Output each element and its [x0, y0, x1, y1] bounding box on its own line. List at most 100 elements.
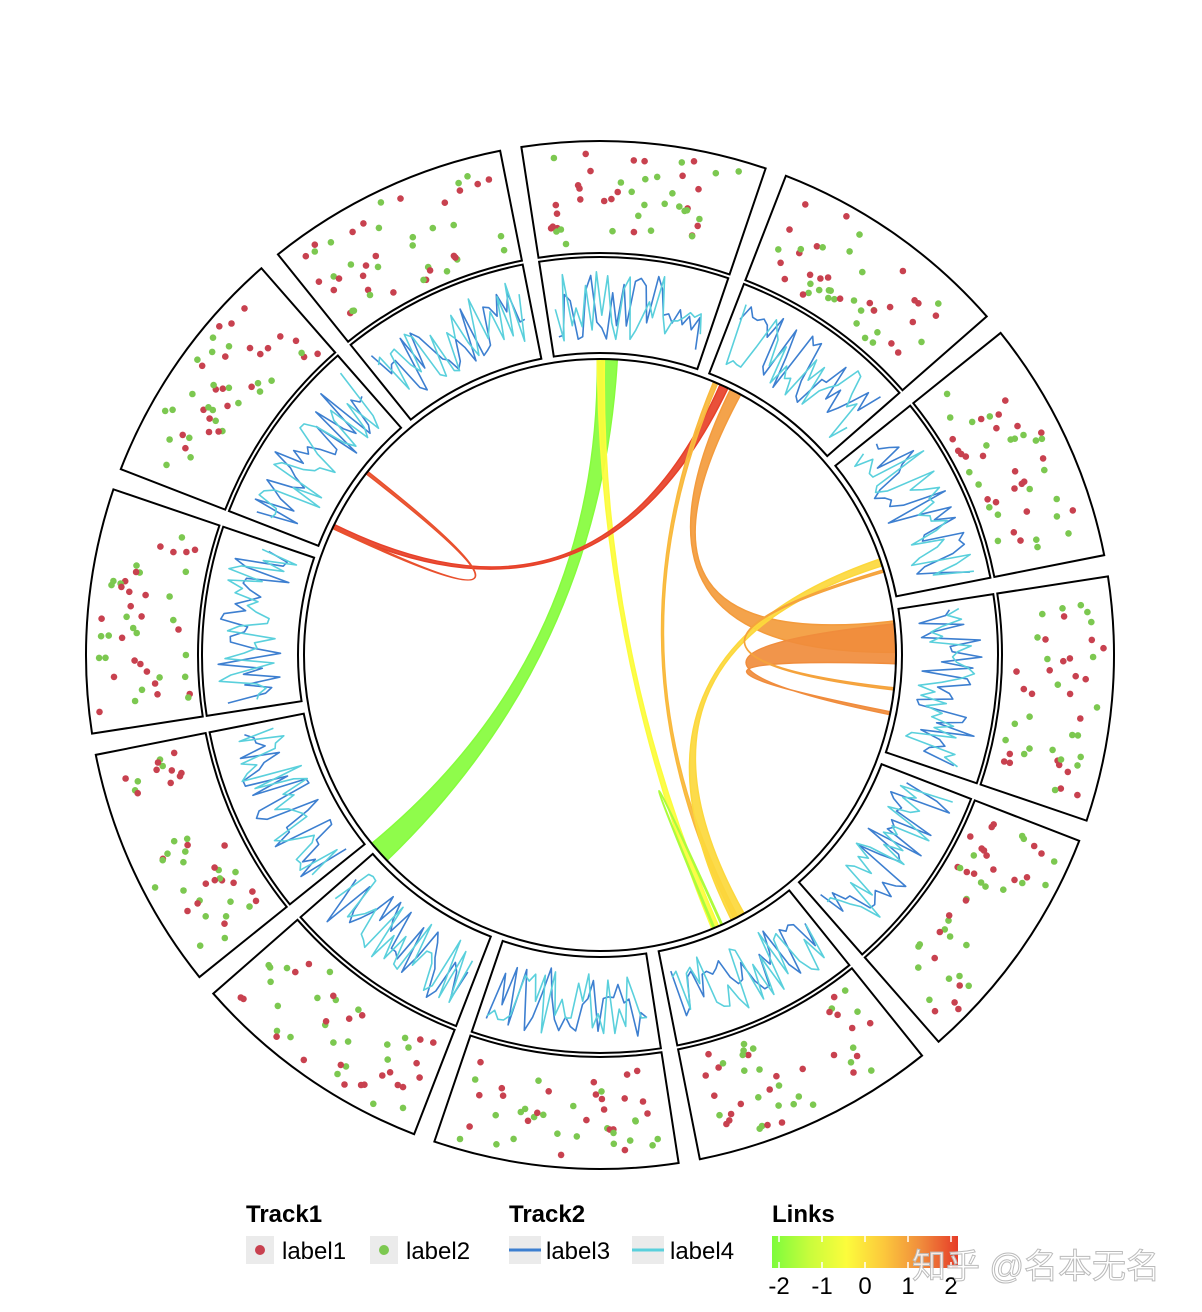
- track1-point: [756, 1125, 763, 1132]
- track1-point: [361, 1081, 368, 1088]
- track1-point: [283, 964, 291, 972]
- track1-point: [154, 691, 161, 698]
- track1-point: [405, 1044, 412, 1051]
- track1-point: [180, 887, 187, 894]
- track1-point: [570, 1102, 577, 1110]
- track1-point: [374, 263, 382, 271]
- track1-point: [766, 1086, 773, 1093]
- track2-series-label4: [854, 450, 974, 576]
- track1-point: [394, 1081, 402, 1089]
- track1-point: [216, 323, 223, 330]
- track1-point: [861, 334, 869, 342]
- track1-point: [553, 210, 561, 217]
- watermark: 知乎 @名本无名: [912, 1248, 1160, 1286]
- track1-point: [945, 912, 953, 919]
- track1-point: [366, 291, 374, 299]
- track1-point: [430, 1039, 437, 1046]
- track1-point: [1039, 455, 1047, 462]
- track1-point: [191, 546, 199, 554]
- track1-point: [228, 320, 235, 327]
- track1-point: [702, 1072, 709, 1079]
- track1-point: [364, 286, 372, 294]
- track1-point: [524, 1117, 532, 1125]
- track1-point: [159, 762, 166, 770]
- track1-point: [963, 941, 970, 949]
- track1-point: [347, 261, 355, 268]
- track1-point: [292, 968, 299, 976]
- track1-point: [1082, 675, 1089, 683]
- track1-point: [1000, 758, 1008, 765]
- track1-point: [118, 634, 126, 642]
- track1-point: [600, 197, 608, 205]
- track1-point: [1051, 786, 1059, 794]
- track1-point: [362, 262, 370, 269]
- track1-point: [623, 1071, 631, 1078]
- track1-point: [1044, 655, 1051, 663]
- track1-point: [1026, 745, 1033, 752]
- track1-point: [975, 481, 982, 488]
- track1-point: [510, 1135, 517, 1143]
- track1-point: [802, 201, 809, 208]
- track1-point: [797, 245, 805, 253]
- track1-point: [349, 307, 356, 315]
- track1-point: [1088, 618, 1095, 626]
- track1-point: [441, 199, 449, 206]
- track1-point: [476, 1091, 483, 1099]
- track1-point: [151, 680, 159, 687]
- track1-point: [737, 1100, 745, 1108]
- track1-point: [899, 267, 907, 275]
- track1-point: [859, 268, 866, 276]
- track1-point: [227, 898, 234, 905]
- track1-point: [1064, 768, 1072, 776]
- track1-point: [287, 1033, 294, 1041]
- track1-point: [764, 1121, 771, 1129]
- track1-point: [945, 975, 953, 982]
- track1-point: [420, 276, 427, 284]
- track1-point: [215, 428, 222, 435]
- track1-point: [649, 1142, 656, 1149]
- track1-point: [497, 232, 505, 240]
- track1-point: [936, 928, 944, 936]
- track1-point: [225, 384, 233, 392]
- track1-point: [856, 231, 863, 238]
- track1-point: [727, 1110, 735, 1118]
- track1-point: [633, 1067, 641, 1075]
- track1-point: [830, 993, 838, 1001]
- track1-point: [815, 286, 823, 294]
- track1-point: [841, 987, 849, 994]
- track1-point: [1011, 720, 1019, 728]
- track1-point: [866, 1019, 874, 1027]
- links-colorbar-ticks: -2 -1 0 1 2: [768, 1236, 958, 1300]
- track1-point: [377, 199, 385, 206]
- track1-point: [330, 286, 338, 294]
- track1-point: [749, 1045, 757, 1052]
- track1-point: [426, 267, 434, 274]
- track2-series-label4: [826, 784, 953, 918]
- track1-point: [1014, 422, 1021, 430]
- track1-point: [695, 185, 702, 193]
- track2-series-label3: [326, 879, 469, 1000]
- track1-point: [550, 154, 558, 162]
- track1-point: [826, 1008, 833, 1016]
- track1-point: [775, 1082, 783, 1089]
- track1-point: [600, 1106, 608, 1113]
- track1-point: [127, 602, 134, 610]
- track1-point: [397, 195, 404, 202]
- track1-point: [198, 362, 206, 370]
- track1-point: [302, 252, 310, 260]
- track1-point: [848, 1024, 856, 1032]
- track1-point: [795, 1093, 803, 1100]
- track1-point: [330, 992, 337, 1000]
- track1-point: [850, 297, 858, 304]
- track1-point: [1038, 850, 1045, 857]
- track1-point: [1042, 636, 1049, 643]
- track1-point: [409, 242, 417, 249]
- track1-point: [756, 1066, 763, 1073]
- track1-point: [133, 562, 140, 569]
- track1-point: [1049, 746, 1056, 754]
- track1-point: [592, 1091, 600, 1098]
- track1-point: [1072, 672, 1079, 680]
- track1-point: [156, 674, 163, 681]
- track1-point: [168, 767, 176, 774]
- track1-point: [549, 223, 557, 230]
